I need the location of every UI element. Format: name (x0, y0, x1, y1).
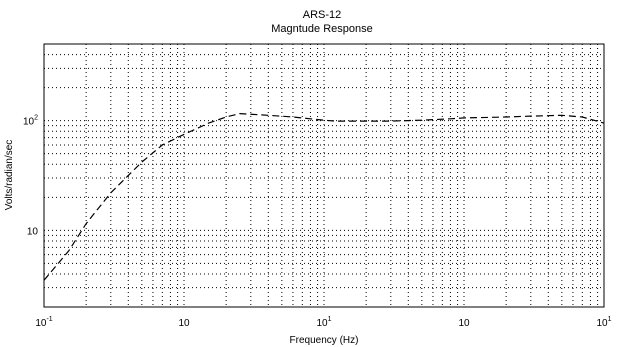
y-tick-label: 10 (27, 226, 39, 237)
grid (44, 44, 604, 307)
chart-title: ARS-12 (303, 9, 342, 21)
y-axis-ticks: 10 102 (23, 115, 38, 238)
y-axis-label: Volts/radian/sec (4, 140, 15, 211)
series-layer (43, 112, 605, 281)
x-tick-label: 101 (316, 316, 331, 329)
chart-subtitle: Magntude Response (271, 23, 373, 35)
x-axis-label: Frequency (Hz) (290, 335, 359, 346)
x-tick-label: 10 (178, 318, 190, 329)
y-tick-label: 102 (23, 115, 38, 128)
plot-frame (43, 43, 605, 308)
x-tick-label: 10-1 (35, 316, 52, 329)
x-axis-ticks: 10-1 10 101 10 101 (35, 316, 611, 329)
x-tick-label: 10 (458, 318, 470, 329)
series-line-0 (43, 112, 605, 281)
x-tick-label: 101 (596, 316, 611, 329)
